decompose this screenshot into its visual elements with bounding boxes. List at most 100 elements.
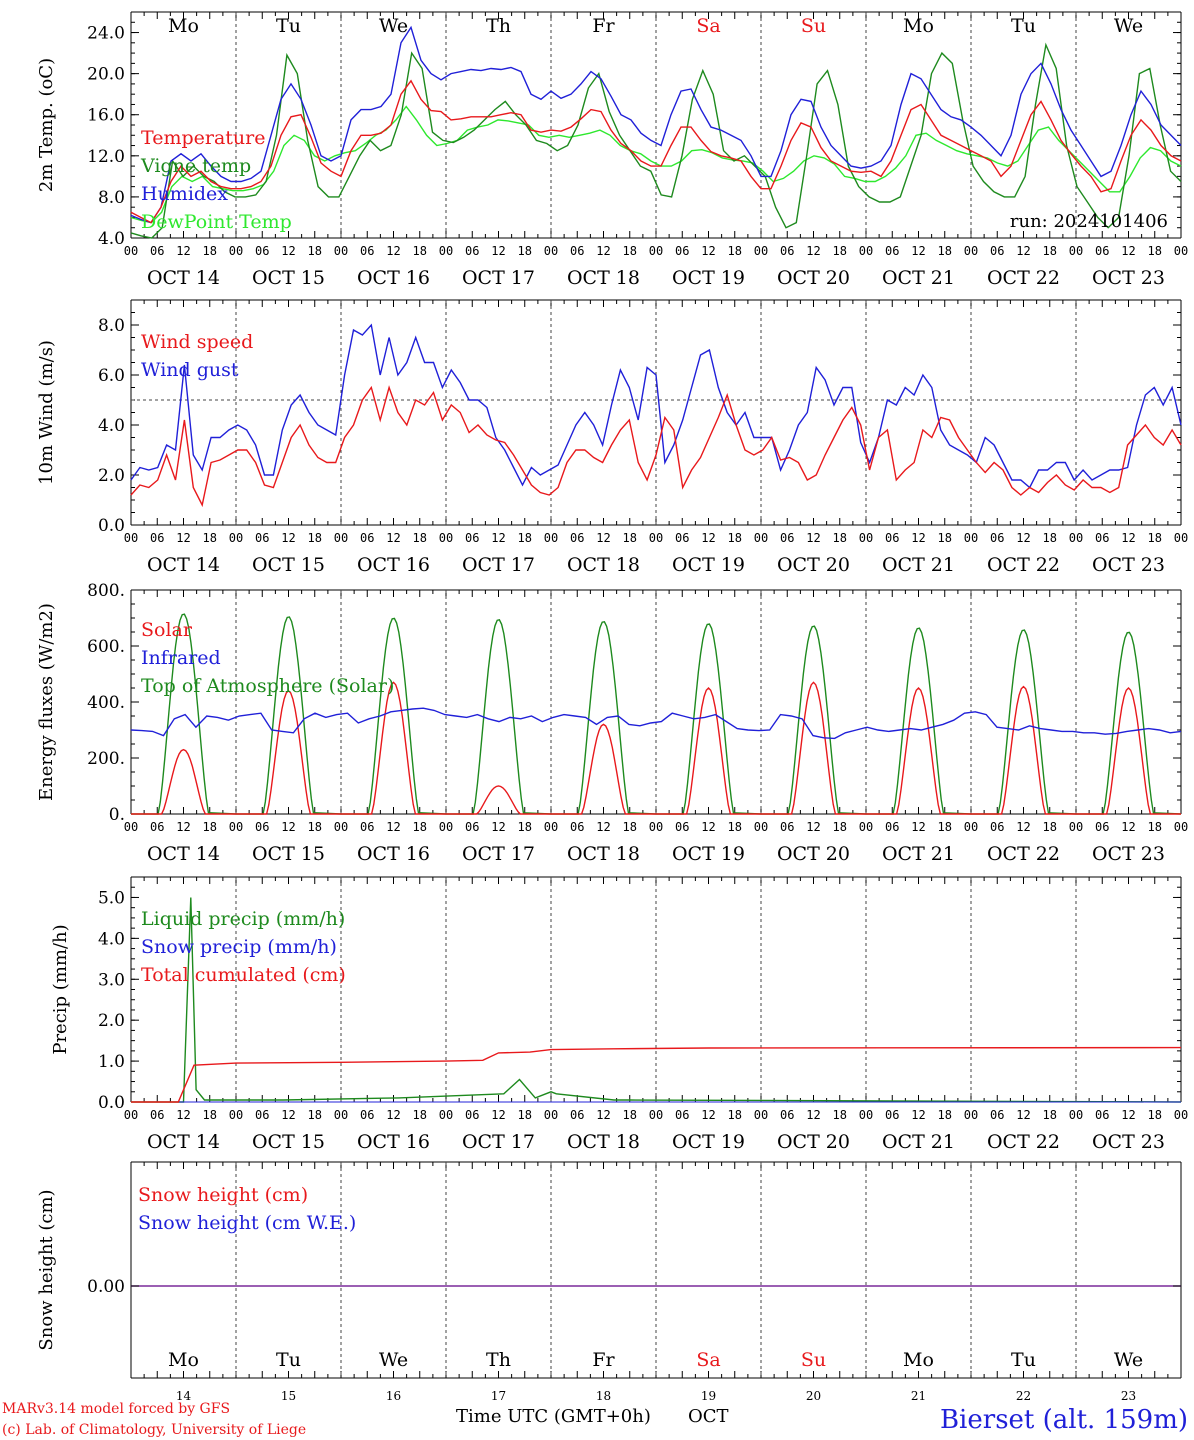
- y-tick-label: 600.: [87, 637, 125, 657]
- hour-tick-label: 12: [701, 1108, 715, 1122]
- hour-tick-label: 12: [281, 531, 295, 545]
- hour-tick-label: 06: [885, 820, 899, 834]
- hour-tick-label: 18: [518, 820, 532, 834]
- series-line-vigne-temp: [130, 42, 1182, 239]
- hour-tick-label: 12: [806, 244, 820, 258]
- hour-tick-label: 00: [649, 531, 663, 545]
- hour-tick-label: 12: [1016, 1108, 1030, 1122]
- hour-tick-label: 06: [675, 531, 689, 545]
- hour-tick-label: 12: [491, 1108, 505, 1122]
- hour-tick-label: 06: [465, 820, 479, 834]
- date-label: OCT 20: [777, 554, 850, 576]
- hour-tick-label: 18: [203, 820, 217, 834]
- hour-tick-label: 06: [570, 244, 584, 258]
- day-name: We: [1114, 15, 1143, 37]
- hour-tick-label: 12: [491, 820, 505, 834]
- legend-entry: Snow precip (mm/h): [141, 936, 337, 958]
- date-label: OCT 22: [987, 554, 1060, 576]
- hour-tick-label: 00: [124, 244, 138, 258]
- day-number: 19: [701, 1389, 716, 1403]
- hour-tick-label: 00: [649, 820, 663, 834]
- y-tick-label: 0.00: [87, 1277, 125, 1297]
- hour-tick-label: 06: [255, 531, 269, 545]
- hour-tick-label: 12: [176, 820, 190, 834]
- date-label: OCT 15: [252, 843, 325, 865]
- hour-tick-label: 06: [885, 244, 899, 258]
- hour-tick-label: 18: [518, 244, 532, 258]
- hour-tick-label: 18: [1148, 820, 1162, 834]
- y-tick-label: 1.0: [98, 1052, 125, 1072]
- hour-tick-label: 06: [360, 1108, 374, 1122]
- hour-tick-label: 06: [570, 1108, 584, 1122]
- hour-tick-label: 00: [124, 820, 138, 834]
- y-axis-label: Precip (mm/h): [50, 924, 71, 1054]
- hour-tick-label: 00: [334, 244, 348, 258]
- hour-tick-label: 18: [938, 244, 952, 258]
- hour-tick-label: 00: [124, 1108, 138, 1122]
- day-number: 21: [911, 1389, 926, 1403]
- day-number: 14: [176, 1389, 192, 1403]
- date-label: OCT 16: [357, 554, 430, 576]
- date-label: OCT 14: [147, 267, 220, 289]
- hour-tick-label: 06: [780, 1108, 794, 1122]
- hour-tick-label: 18: [413, 820, 427, 834]
- hour-tick-label: 12: [911, 531, 925, 545]
- day-name: Mo: [168, 15, 199, 37]
- hour-tick-label: 18: [833, 531, 847, 545]
- hour-tick-label: 06: [255, 820, 269, 834]
- day-name: Th: [486, 15, 511, 37]
- hour-tick-label: 06: [675, 244, 689, 258]
- date-label: OCT 23: [1092, 843, 1165, 865]
- hour-tick-label: 12: [806, 1108, 820, 1122]
- hour-tick-label: 12: [281, 244, 295, 258]
- hour-tick-label: 00: [859, 244, 873, 258]
- hour-tick-label: 18: [938, 1108, 952, 1122]
- hour-tick-label: 12: [281, 820, 295, 834]
- hour-tick-label: 00: [439, 531, 453, 545]
- y-tick-label: 24.0: [87, 24, 125, 44]
- hour-tick-label: 06: [1095, 531, 1109, 545]
- x-axis-month: OCT: [688, 1406, 729, 1427]
- hour-tick-label: 12: [176, 1108, 190, 1122]
- y-tick-label: 4.0: [98, 229, 125, 249]
- hour-tick-label: 06: [780, 244, 794, 258]
- hour-tick-label: 12: [1121, 244, 1135, 258]
- day-name: Tu: [276, 15, 301, 37]
- hour-tick-label: 18: [1043, 244, 1057, 258]
- date-label: OCT 18: [567, 1131, 640, 1153]
- hour-tick-label: 06: [990, 1108, 1004, 1122]
- hour-tick-label: 12: [176, 531, 190, 545]
- hour-tick-label: 00: [754, 1108, 768, 1122]
- hour-tick-label: 06: [360, 820, 374, 834]
- hour-tick-label: 18: [413, 1108, 427, 1122]
- date-label: OCT 14: [147, 554, 220, 576]
- series-line-wind-speed: [130, 385, 1182, 508]
- hour-tick-label: 00: [1069, 244, 1083, 258]
- x-axis-label: Time UTC (GMT+0h): [456, 1406, 651, 1427]
- date-label: OCT 17: [462, 1131, 535, 1153]
- day-name: Sa: [696, 1349, 720, 1371]
- hour-tick-label: 00: [1174, 820, 1188, 834]
- day-name: Mo: [903, 15, 934, 37]
- hour-tick-label: 06: [990, 244, 1004, 258]
- hour-tick-label: 00: [1174, 531, 1188, 545]
- hour-tick-label: 00: [964, 820, 978, 834]
- y-tick-label: 3.0: [98, 970, 125, 990]
- hour-tick-label: 18: [308, 531, 322, 545]
- day-name: Tu: [1011, 1349, 1036, 1371]
- hour-tick-label: 18: [1148, 531, 1162, 545]
- hour-tick-label: 06: [570, 531, 584, 545]
- hour-tick-label: 00: [649, 1108, 663, 1122]
- date-label: OCT 14: [147, 843, 220, 865]
- hour-tick-label: 18: [1148, 1108, 1162, 1122]
- hour-tick-label: 06: [255, 1108, 269, 1122]
- hour-tick-label: 12: [1016, 820, 1030, 834]
- hour-tick-label: 00: [859, 820, 873, 834]
- legend-entry: Wind speed: [141, 331, 253, 353]
- y-tick-label: 8.0: [98, 316, 125, 336]
- hour-tick-label: 12: [701, 820, 715, 834]
- hour-tick-label: 00: [124, 531, 138, 545]
- legend-entry: Solar: [141, 619, 193, 641]
- hour-tick-label: 00: [1069, 531, 1083, 545]
